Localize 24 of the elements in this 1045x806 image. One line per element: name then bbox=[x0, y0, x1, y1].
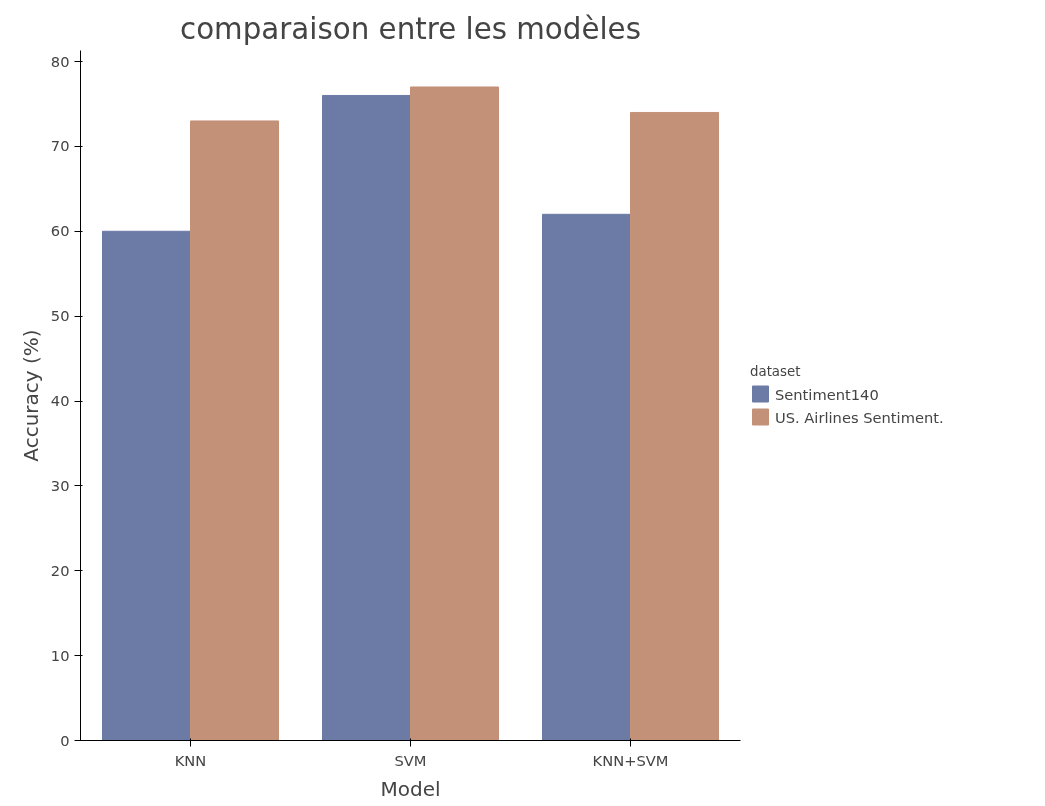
x-tick-label: KNN+SVM bbox=[592, 751, 669, 769]
bar bbox=[322, 94, 411, 741]
legend-title: dataset bbox=[750, 363, 802, 379]
y-tick-label: 40 bbox=[50, 392, 70, 410]
y-tick-label: 70 bbox=[50, 137, 70, 155]
y-tick-label: 60 bbox=[50, 222, 70, 240]
legend-label: Sentiment140 bbox=[775, 385, 879, 402]
bar bbox=[190, 120, 279, 741]
legend-label: US. Airlines Sentiment. bbox=[775, 408, 944, 425]
y-tick-label: 50 bbox=[50, 307, 70, 325]
y-tick-label: 20 bbox=[50, 561, 70, 579]
y-tick-label: 30 bbox=[50, 476, 70, 494]
chart-title: comparaison entre les modèles bbox=[180, 11, 641, 46]
bar bbox=[542, 213, 631, 741]
y-tick-label: 10 bbox=[50, 646, 70, 664]
x-axis-title: Model bbox=[380, 776, 441, 801]
y-tick-label: 80 bbox=[50, 52, 70, 70]
x-tick-label: KNN bbox=[174, 751, 207, 769]
x-tick-label: SVM bbox=[394, 751, 427, 769]
y-axis-title: Accuracy (%) bbox=[18, 329, 43, 462]
bar bbox=[410, 86, 499, 741]
y-tick-label: 0 bbox=[60, 731, 70, 749]
bar bbox=[630, 111, 719, 741]
bar bbox=[102, 230, 191, 741]
